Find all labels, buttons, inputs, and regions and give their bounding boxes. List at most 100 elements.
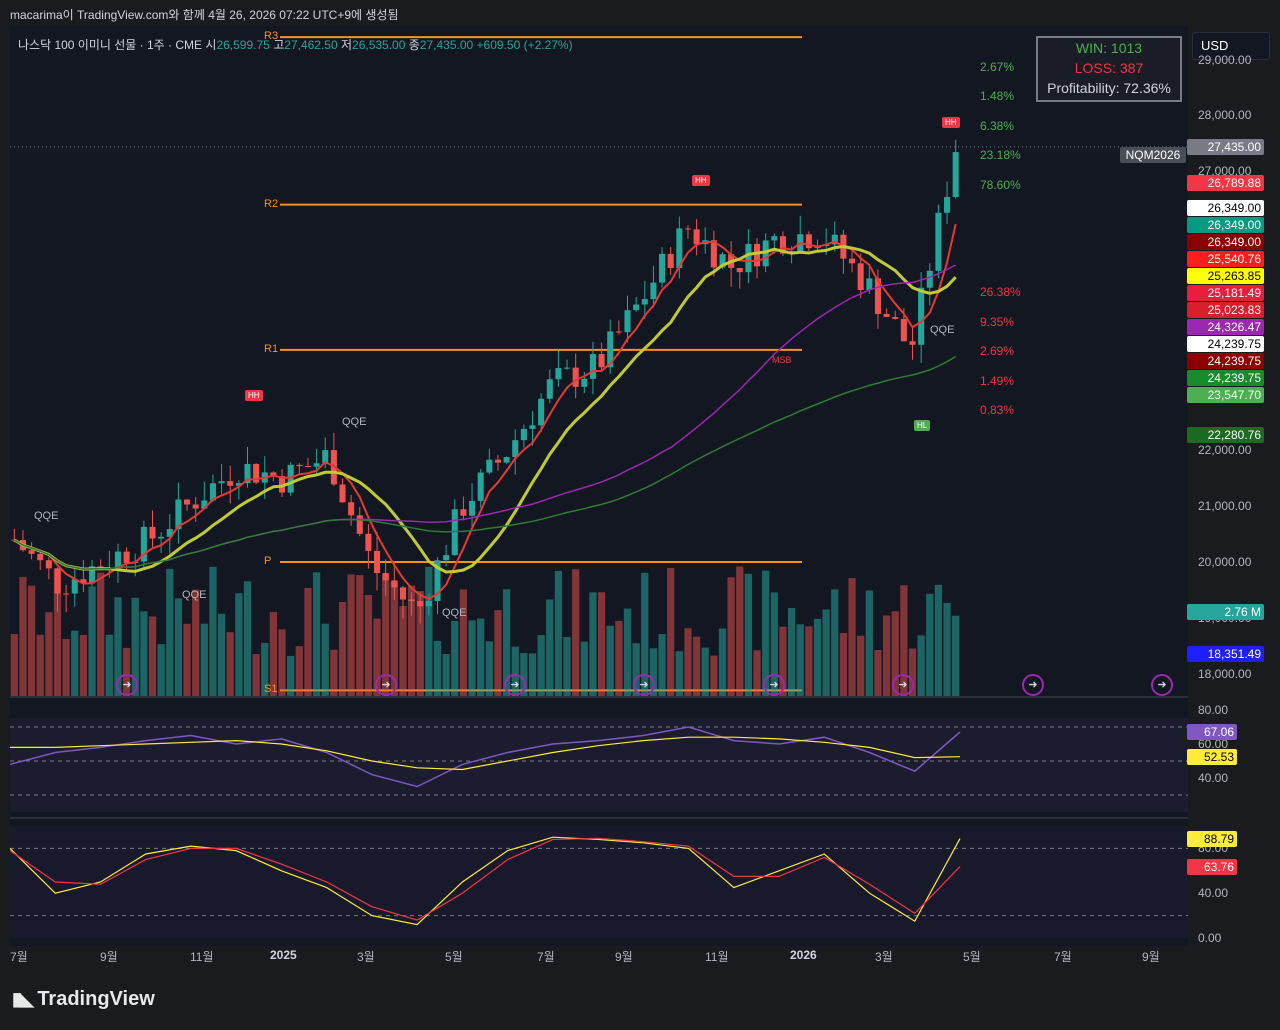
volume-bar bbox=[606, 625, 614, 696]
volume-bar bbox=[874, 649, 882, 696]
profitability: Profitability: 72.36% bbox=[1047, 80, 1171, 96]
stoch-d-line bbox=[10, 837, 961, 921]
qqe-label: QQE bbox=[182, 589, 207, 601]
price-axis-label: 29,000.00 bbox=[1198, 52, 1252, 67]
volume-bar bbox=[235, 593, 243, 696]
candle-body bbox=[866, 278, 873, 291]
volume-bar bbox=[295, 646, 303, 696]
volume-bar bbox=[131, 597, 139, 696]
hh-marker: HH bbox=[692, 175, 710, 186]
volume-bar bbox=[88, 586, 96, 696]
rsi-tag: 67.06 bbox=[1187, 723, 1237, 740]
volume-bar bbox=[62, 638, 70, 696]
volume-bar bbox=[166, 568, 174, 696]
price-tag: 24,239.75 bbox=[1187, 369, 1264, 386]
volume-bar bbox=[865, 590, 873, 696]
qqe-label: QQE bbox=[34, 510, 59, 522]
symbol-label: 나스닥 100 이미니 선물 · 1주 · CME bbox=[18, 38, 203, 52]
volume-bar bbox=[321, 623, 329, 696]
volume-bar bbox=[192, 589, 200, 696]
candle-body bbox=[900, 318, 907, 342]
price-tag: 25,181.49 bbox=[1187, 284, 1264, 301]
pivot-label-r1: R1 bbox=[264, 342, 279, 355]
volume-bar bbox=[407, 585, 416, 696]
volume-bar bbox=[312, 572, 321, 696]
volume-bar bbox=[200, 623, 208, 696]
volume-bar bbox=[174, 598, 183, 696]
volume-bar bbox=[451, 620, 459, 696]
volume-bar bbox=[667, 568, 675, 696]
volume-bar bbox=[27, 585, 36, 696]
time-jump-icon[interactable]: ➜ bbox=[1022, 674, 1044, 696]
volume-bar bbox=[943, 602, 951, 696]
candle-body bbox=[469, 500, 476, 516]
volume-bar bbox=[736, 566, 744, 696]
volume-bar bbox=[252, 654, 260, 696]
price-tag: 24,239.75 bbox=[1187, 335, 1264, 352]
candle-body bbox=[659, 253, 666, 283]
volume-bar bbox=[485, 641, 493, 696]
candle-body bbox=[235, 483, 242, 486]
volume-bar bbox=[813, 618, 822, 696]
currency-button[interactable]: USD bbox=[1192, 32, 1270, 60]
ma-green bbox=[13, 355, 957, 570]
candle-body bbox=[71, 579, 78, 594]
qqe-label: QQE bbox=[442, 607, 467, 619]
candle-body bbox=[529, 425, 536, 429]
volume-bar bbox=[787, 608, 796, 696]
price-tag: 27,435.00 bbox=[1187, 138, 1264, 155]
candle-body bbox=[779, 236, 786, 254]
candle-body bbox=[710, 240, 717, 268]
candle-body bbox=[166, 529, 173, 537]
volume-bar bbox=[243, 581, 252, 696]
stoch-k-line bbox=[10, 836, 961, 926]
volume-bar bbox=[217, 613, 226, 696]
price-axis-label: 18,000.00 bbox=[1198, 666, 1252, 681]
time-jump-icon[interactable]: ➜ bbox=[1151, 674, 1173, 696]
time-jump-icon[interactable]: ➜ bbox=[892, 674, 914, 696]
candle-body bbox=[304, 466, 311, 468]
time-axis-label: 7월 bbox=[10, 950, 28, 964]
fib-green-label: 2.67% bbox=[980, 60, 1015, 74]
volume-bar bbox=[528, 653, 537, 696]
time-jump-icon[interactable]: ➜ bbox=[375, 674, 397, 696]
strategy-stats: WIN: 1013 LOSS: 387 Profitability: 72.36… bbox=[1036, 36, 1182, 102]
volume-bar bbox=[105, 634, 113, 696]
volume-bar bbox=[502, 589, 511, 696]
candle-body bbox=[503, 457, 510, 463]
volume-bar bbox=[19, 576, 27, 696]
time-axis-label: 11월 bbox=[705, 950, 729, 964]
time-jump-icon[interactable]: ➜ bbox=[116, 674, 138, 696]
fib-green-label: 23.18% bbox=[980, 148, 1021, 162]
time-jump-icon[interactable]: ➜ bbox=[763, 674, 785, 696]
volume-bar bbox=[390, 581, 398, 696]
volume-bar bbox=[226, 632, 234, 696]
candle-body bbox=[80, 579, 87, 584]
volume-bar bbox=[770, 592, 778, 696]
candle-body bbox=[589, 354, 596, 379]
volume-bar bbox=[347, 574, 355, 696]
volume-bar bbox=[572, 569, 580, 696]
volume-bar bbox=[269, 612, 278, 696]
volume-bar bbox=[744, 573, 753, 696]
volume-bar bbox=[658, 634, 666, 696]
price-chart[interactable] bbox=[10, 26, 1188, 946]
price-axis-label: 28,000.00 bbox=[1198, 108, 1252, 123]
candle-body bbox=[123, 551, 130, 563]
candle-body bbox=[322, 450, 329, 464]
time-jump-icon[interactable]: ➜ bbox=[633, 674, 655, 696]
candle-body bbox=[63, 593, 70, 595]
candle-body bbox=[555, 368, 562, 380]
chart-area[interactable] bbox=[10, 26, 1188, 946]
candle-body bbox=[874, 278, 881, 314]
time-axis-label: 5월 bbox=[445, 950, 463, 964]
candle-body bbox=[365, 533, 372, 551]
volume-bar bbox=[183, 623, 191, 696]
price-axis-label: 21,000.00 bbox=[1198, 499, 1252, 514]
price-tag: 26,349.00 bbox=[1187, 233, 1264, 250]
open-value: 26,599.75 bbox=[216, 38, 270, 52]
time-jump-icon[interactable]: ➜ bbox=[504, 674, 526, 696]
volume-bar bbox=[511, 646, 519, 696]
ma-yellow bbox=[13, 244, 957, 574]
candle-body bbox=[538, 398, 545, 426]
